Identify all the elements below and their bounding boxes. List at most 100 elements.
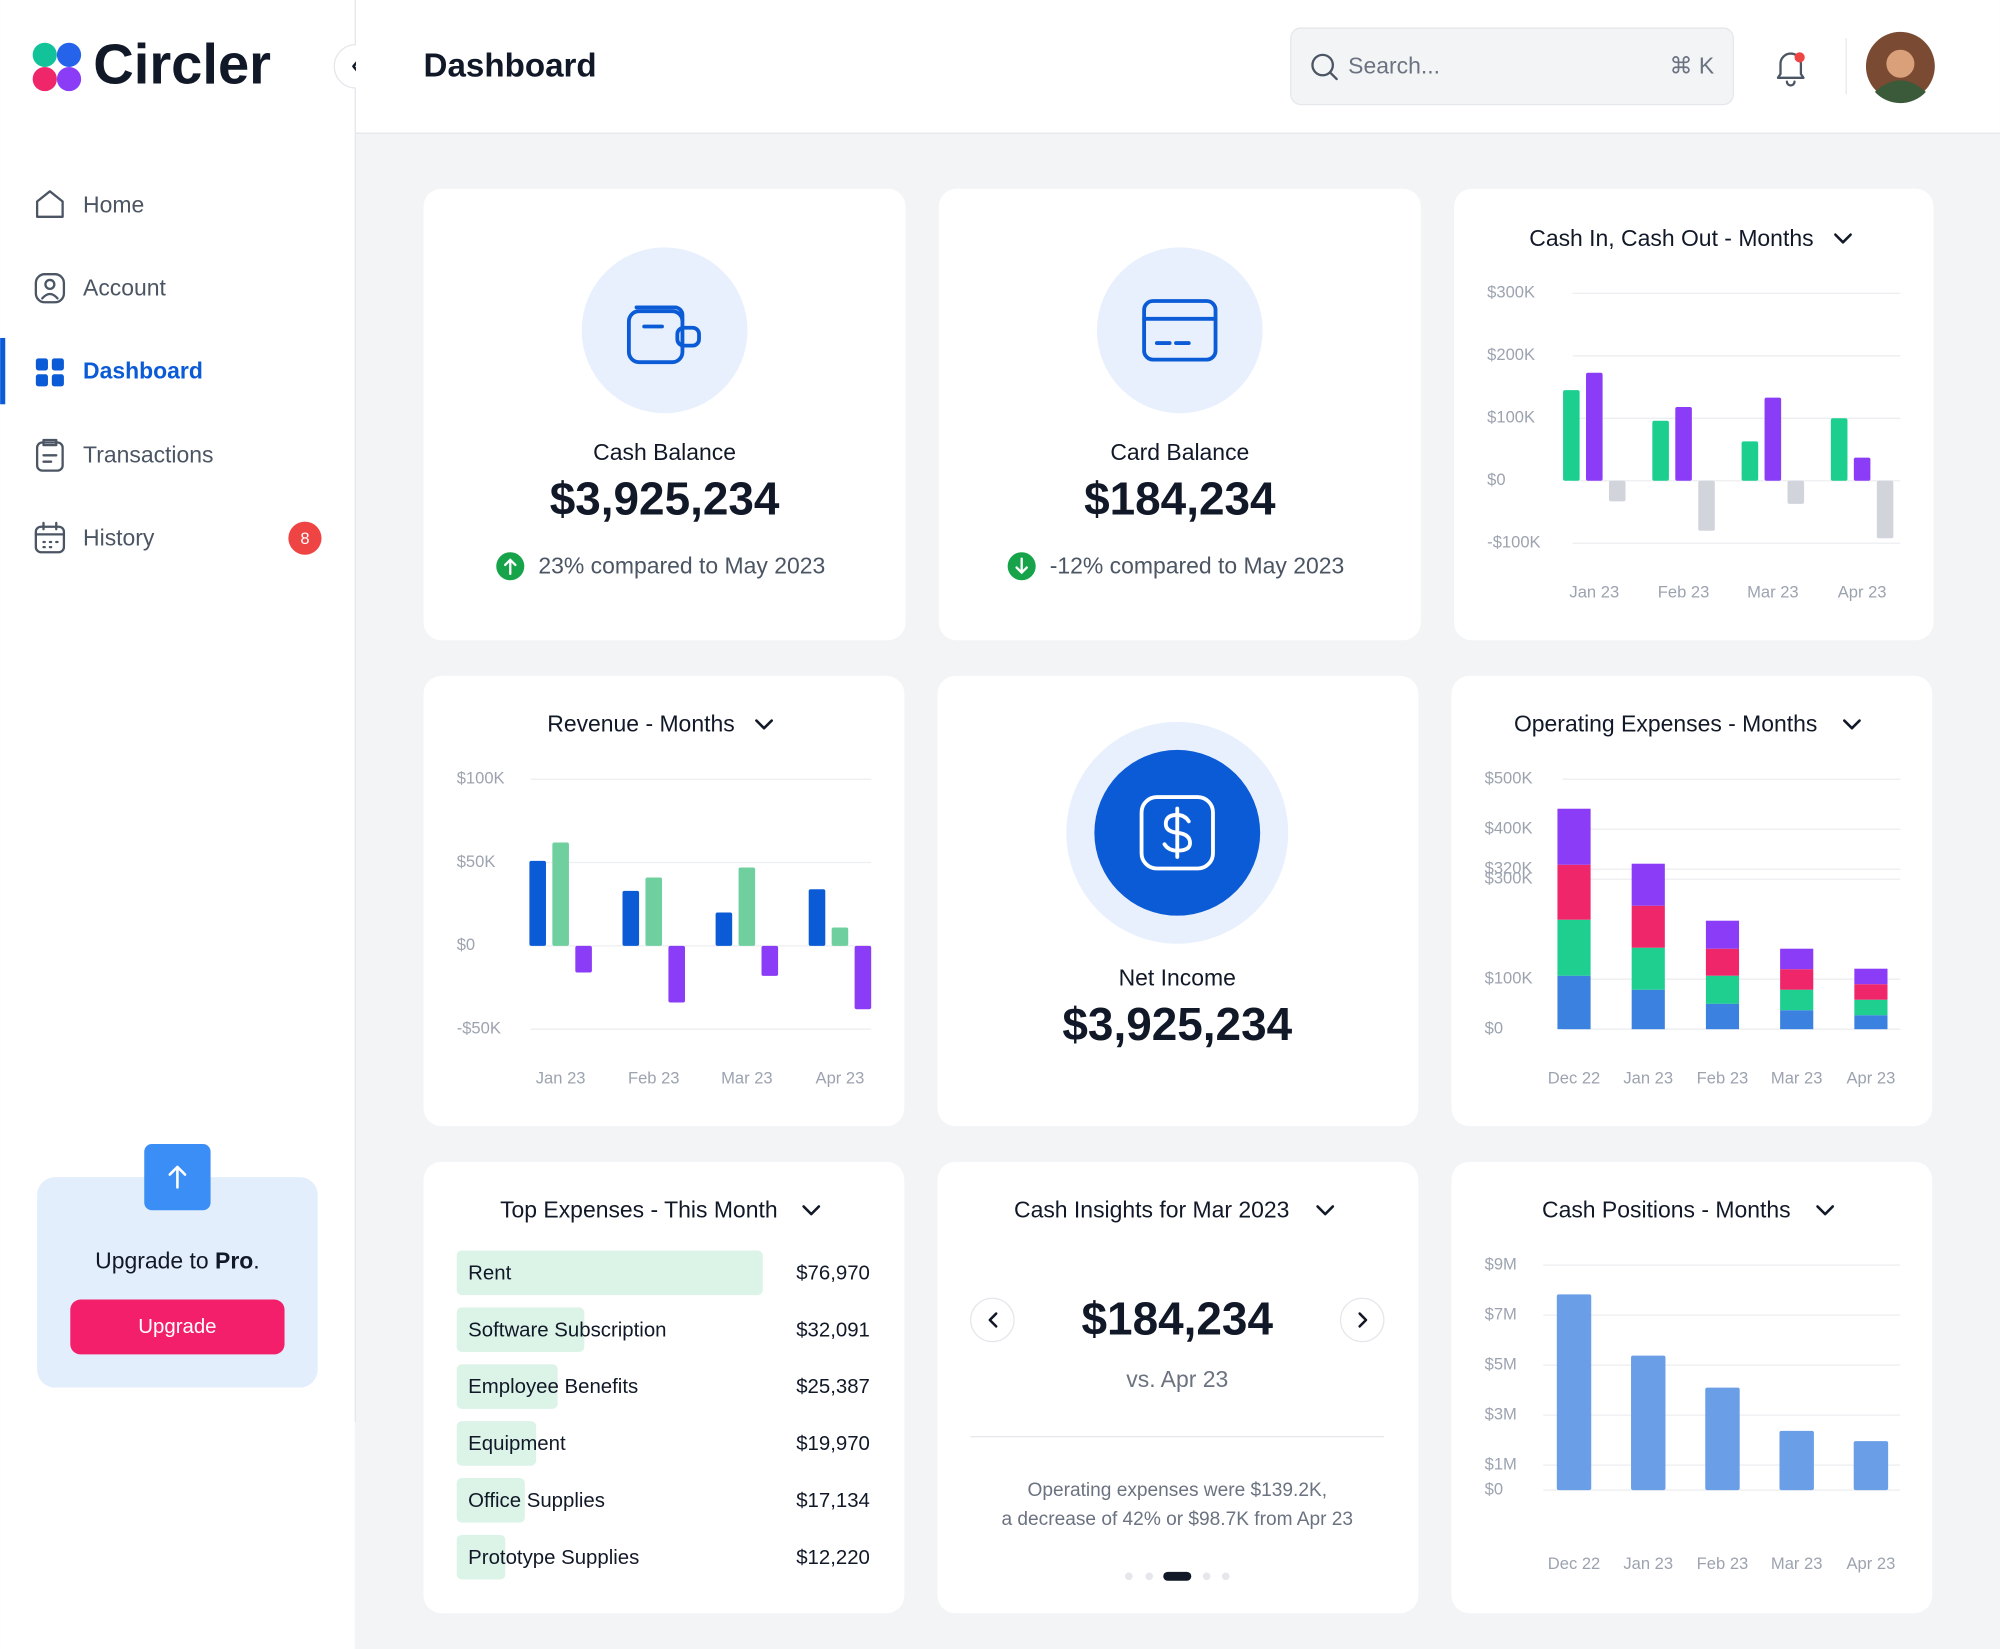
notification-bell[interactable] [1776, 52, 1805, 87]
x-tick-label: Jan 23 [1623, 1068, 1673, 1087]
y-tick-label: $300K [1487, 283, 1535, 302]
bar-segment [1854, 968, 1888, 985]
y-tick-label: $100K [457, 769, 505, 788]
bar-segment [1557, 864, 1591, 920]
transactions-icon [35, 438, 64, 472]
bar [668, 945, 685, 1003]
bar [1876, 480, 1894, 539]
history-icon [34, 521, 66, 554]
x-tick-label: Dec 22 [1548, 1554, 1600, 1573]
insight-comparison: vs. Apr 23 [1126, 1366, 1228, 1392]
x-tick-label: Dec 22 [1548, 1068, 1600, 1087]
bar [1586, 372, 1603, 481]
bar-label: Software Subscription [468, 1319, 666, 1341]
dropdown-icon[interactable] [802, 1205, 821, 1216]
y-tick-label: $0 [1485, 1479, 1503, 1498]
upgrade-text-emphasis: Pro [215, 1248, 253, 1274]
bar [1675, 407, 1692, 481]
bar [715, 912, 733, 946]
card-value: $3,925,234 [1062, 998, 1292, 1050]
nav-item[interactable]: Account [83, 275, 167, 301]
bar [1853, 1441, 1889, 1491]
bar [831, 927, 849, 946]
y-tick-label: $500K [1485, 769, 1533, 788]
bar [552, 842, 569, 946]
bar [1705, 1387, 1740, 1491]
bar-label: Office Supplies [468, 1490, 605, 1512]
y-tick-label: $50K [457, 852, 496, 871]
x-tick-label: Feb 23 [628, 1068, 680, 1087]
bar-segment [1854, 999, 1888, 1016]
x-tick-label: Jan 23 [1623, 1554, 1673, 1573]
card-label: Net Income [1119, 965, 1236, 991]
nav-item-active[interactable]: Dashboard [83, 357, 203, 383]
y-tick-label: $100K [1485, 969, 1533, 988]
card-label: Card Balance [1110, 439, 1249, 465]
page-dot-active[interactable] [1163, 1571, 1192, 1581]
upgrade-text-end: . [253, 1248, 259, 1274]
y-tick-label: $1M [1485, 1454, 1517, 1473]
nav-item[interactable]: Home [83, 192, 144, 218]
bar [1631, 1355, 1666, 1491]
badge [288, 521, 322, 555]
icon-circle [581, 247, 748, 414]
pagination [1124, 1571, 1230, 1581]
chart-title: Revenue - Months [547, 711, 734, 737]
next-button[interactable] [1339, 1297, 1385, 1343]
x-tick-label: Jan 23 [536, 1068, 586, 1087]
dashboard-icon [35, 358, 64, 387]
x-tick-label: Apr 23 [1847, 1554, 1896, 1573]
insight-note: Operating expenses were $139.2K, [1027, 1480, 1327, 1501]
page-dot[interactable] [1124, 1572, 1133, 1581]
bar-segment [1557, 808, 1591, 865]
bar [1698, 480, 1715, 531]
dropdown-icon[interactable] [1816, 1205, 1835, 1216]
search-placeholder: Search... [1348, 53, 1440, 79]
page-dot[interactable] [1202, 1572, 1211, 1581]
prev-icon [988, 1312, 998, 1328]
x-tick-label: Feb 23 [1697, 1554, 1749, 1573]
dropdown-icon[interactable] [755, 719, 773, 730]
avatar[interactable] [1865, 31, 1935, 104]
nav-item[interactable]: Transactions [83, 442, 213, 468]
bar [456, 1307, 585, 1352]
bar-segment [1780, 1010, 1814, 1030]
dropdown-icon[interactable] [1834, 233, 1852, 244]
search-box[interactable] [1290, 27, 1734, 106]
bar-segment [1705, 948, 1740, 976]
x-tick-label: Jan 23 [1569, 582, 1619, 601]
y-tick-label: $5M [1485, 1354, 1517, 1373]
y-tick-label: $9M [1485, 1255, 1517, 1274]
bar-label: Rent [468, 1262, 511, 1284]
bar [622, 890, 640, 946]
y-tick-label: $100K [1487, 408, 1535, 427]
page-dot[interactable] [1221, 1572, 1230, 1581]
bar [456, 1250, 763, 1296]
bar [1764, 397, 1782, 481]
insight-value: $184,234 [1082, 1293, 1274, 1345]
y-tick-label: $3M [1485, 1404, 1517, 1423]
dropdown-icon[interactable] [1316, 1205, 1335, 1216]
value-label: $76,970 [796, 1262, 870, 1284]
x-tick-label: Apr 23 [1838, 582, 1887, 601]
bar-segment [1557, 919, 1591, 976]
page-dot[interactable] [1145, 1572, 1154, 1581]
nav-item[interactable]: History [83, 525, 155, 551]
active-indicator [0, 337, 6, 405]
y-tick-label: $300K [1485, 869, 1533, 888]
dropdown-icon[interactable] [1842, 719, 1861, 730]
y-tick-label: $200K [1487, 345, 1535, 364]
prev-button[interactable] [970, 1297, 1015, 1343]
header [355, 0, 2000, 133]
bar-label: Employee Benefits [468, 1376, 638, 1398]
bar-segment [1705, 975, 1740, 1004]
bar [854, 945, 872, 1010]
card [1454, 188, 1934, 641]
badge-count: 8 [300, 529, 309, 548]
card [938, 188, 1421, 641]
bar-label: Equipment [468, 1433, 566, 1455]
trend-arrow [1015, 557, 1028, 575]
upgrade-button[interactable] [70, 1299, 285, 1355]
